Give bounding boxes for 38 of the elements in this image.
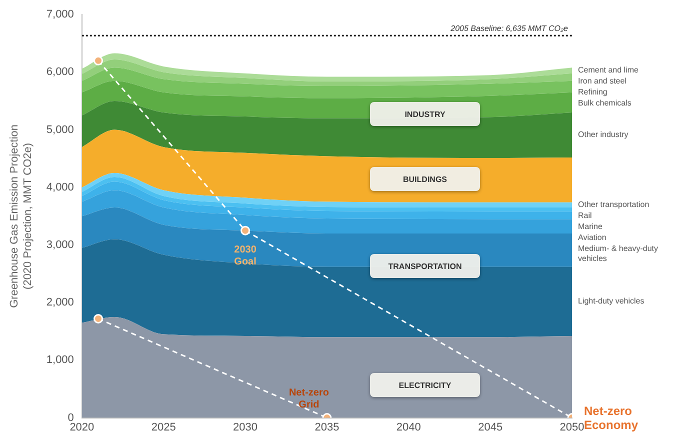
series-label: Marine: [578, 222, 604, 232]
label-box: INDUSTRY: [370, 102, 480, 126]
series-label: Aviation: [578, 233, 606, 242]
y-tick-label: 2,000: [46, 296, 74, 309]
point: [94, 314, 104, 324]
y-tick-label: 0: [68, 412, 74, 424]
label-box: ELECTRICITY: [370, 373, 480, 397]
annotation: 2030 Goal: [234, 244, 257, 268]
series-label: Iron and steel: [578, 76, 627, 86]
y-tick-label: 4,000: [46, 181, 74, 194]
x-tick-label: 2040: [396, 421, 421, 434]
y-tick-label: 6,000: [46, 66, 74, 78]
x-tick-label: 2020: [70, 421, 94, 434]
point: [240, 226, 250, 236]
annotation: Net-zero Economy: [584, 404, 638, 432]
label-box: TRANSPORTATION: [370, 254, 480, 278]
annotation: Net-zero Grid: [288, 388, 329, 411]
y-tick-label: 5,000: [46, 124, 74, 136]
series-label: Refining: [578, 88, 608, 97]
series-label: Bulk chemicals: [578, 98, 632, 108]
x-tick-label: 2025: [151, 421, 176, 434]
y-tick-label: 7,000: [46, 8, 74, 21]
x-tick-label: 2035: [314, 421, 340, 434]
y-tick-label: 1,000: [46, 354, 74, 366]
point: [94, 56, 104, 66]
series-label: Light-duty vehicles: [578, 296, 644, 306]
y-tick-label: 3,000: [46, 239, 74, 252]
series-label: Other industry: [578, 130, 628, 140]
series-label: Other transportation: [578, 200, 650, 210]
series-label: Medium- & heavy-duty vehicles: [578, 244, 658, 264]
y-axis-title: Greenhouse Gas Emission Projection (2020 Projection, MMT CO2e): [8, 124, 34, 308]
series-label: Rail: [578, 211, 592, 220]
label-box: BUILDINGS: [370, 167, 480, 191]
x-tick-label: 2050: [560, 421, 584, 434]
x-tick-label: 2030: [233, 421, 258, 434]
ref-line-label: 2005 Baseline: 6,635 MMT CO₂e: [450, 24, 569, 33]
x-tick-label: 2045: [478, 421, 503, 434]
series-label: Cement and lime: [578, 66, 640, 75]
